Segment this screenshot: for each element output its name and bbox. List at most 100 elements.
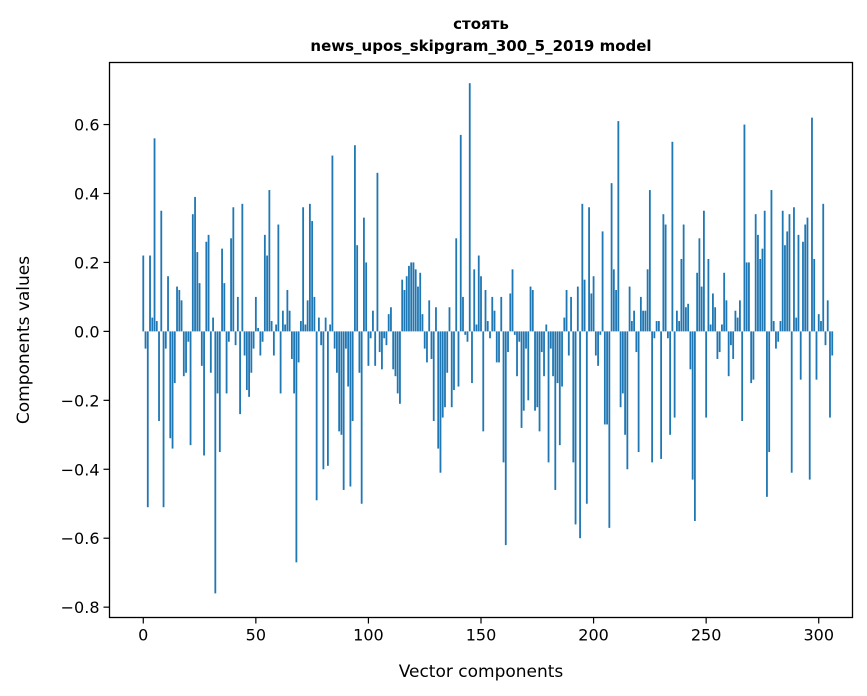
bar-159	[500, 296, 503, 332]
x-tick-label: 150	[466, 626, 497, 645]
bar-18	[182, 331, 185, 377]
bar-95	[356, 245, 359, 332]
bar-99	[365, 262, 368, 332]
y-tick-label: 0.6	[74, 116, 99, 135]
bar-239	[680, 258, 683, 332]
bar-198	[588, 207, 590, 332]
bar-218	[633, 310, 635, 332]
bar-58	[272, 331, 275, 356]
bar-258	[723, 272, 726, 332]
bar-281	[775, 331, 777, 349]
bar-20	[187, 331, 190, 342]
bar-245	[693, 331, 696, 521]
bar-57	[270, 321, 273, 332]
bar-27	[203, 331, 205, 456]
bar-42	[236, 296, 239, 332]
bar-165	[513, 331, 516, 335]
bar-26	[200, 331, 203, 366]
bar-19	[185, 331, 187, 373]
bar-283	[779, 321, 782, 332]
chart-title-line2: news_upos_skipgram_300_5_2019 model	[310, 37, 651, 55]
bar-292	[799, 331, 802, 380]
bar-128	[430, 331, 433, 359]
bar-268	[745, 262, 748, 332]
bar-72	[304, 324, 307, 332]
bar-69	[297, 331, 300, 363]
bar-141	[459, 134, 462, 332]
bar-186	[561, 331, 563, 387]
bar-280	[772, 321, 775, 332]
bar-262	[732, 331, 735, 359]
bar-167	[518, 331, 521, 342]
bar-70	[299, 321, 302, 332]
bar-113	[396, 331, 399, 394]
bar-161	[504, 331, 507, 546]
bar-22	[191, 214, 194, 332]
bar-233	[666, 331, 669, 339]
bar-17	[180, 300, 183, 332]
bar-303	[824, 331, 827, 346]
bar-277	[766, 331, 768, 497]
bar-79	[320, 331, 323, 346]
y-tick-label: −0.6	[61, 529, 100, 548]
bar-194	[579, 331, 581, 539]
bar-23	[194, 196, 196, 332]
bar-89	[342, 331, 345, 490]
bar-261	[730, 331, 732, 346]
bar-80	[322, 331, 325, 470]
bar-125	[423, 331, 426, 349]
bar-203	[599, 331, 602, 335]
bar-52	[259, 331, 262, 356]
bar-188	[565, 290, 568, 332]
bar-185	[558, 331, 561, 446]
bar-152	[484, 290, 487, 332]
bar-12	[169, 331, 172, 439]
bar-60	[277, 224, 280, 332]
bar-116	[403, 290, 406, 332]
bar-138	[453, 331, 455, 390]
x-tick-label: 300	[803, 626, 834, 645]
bar-215	[626, 331, 629, 470]
bar-192	[574, 331, 577, 525]
bar-48	[250, 331, 253, 373]
bar-274	[759, 258, 762, 332]
bar-114	[399, 331, 401, 404]
bar-37	[225, 331, 228, 394]
bar-305	[829, 331, 831, 418]
bar-256	[718, 331, 721, 353]
bar-51	[257, 327, 259, 332]
bar-287	[788, 214, 791, 332]
bar-104	[376, 172, 379, 332]
bar-77	[315, 331, 318, 501]
bar-0	[142, 255, 145, 332]
bar-250	[705, 331, 708, 418]
bar-172	[529, 286, 532, 332]
bar-232	[664, 224, 667, 332]
bar-178	[543, 331, 545, 377]
bar-68	[295, 331, 298, 563]
bar-148	[475, 324, 478, 332]
bar-237	[675, 310, 678, 332]
bar-117	[405, 276, 408, 332]
bar-61	[279, 331, 282, 394]
x-tick-label: 0	[138, 626, 148, 645]
bar-110	[390, 307, 392, 332]
bar-8	[160, 210, 163, 332]
bar-2	[146, 331, 149, 508]
bar-170	[525, 331, 527, 349]
bar-97	[360, 331, 363, 504]
bar-169	[522, 331, 525, 411]
bar-284	[781, 210, 784, 332]
bar-285	[784, 245, 786, 332]
bar-187	[563, 317, 566, 332]
bar-275	[761, 248, 764, 332]
bar-241	[684, 307, 687, 332]
bar-33	[216, 331, 219, 394]
bar-136	[448, 307, 451, 332]
bar-205	[603, 331, 606, 425]
bar-156	[493, 310, 496, 332]
bar-67	[293, 331, 296, 394]
x-tick-label: 200	[578, 626, 609, 645]
bar-302	[822, 203, 825, 332]
bar-208	[610, 183, 613, 332]
